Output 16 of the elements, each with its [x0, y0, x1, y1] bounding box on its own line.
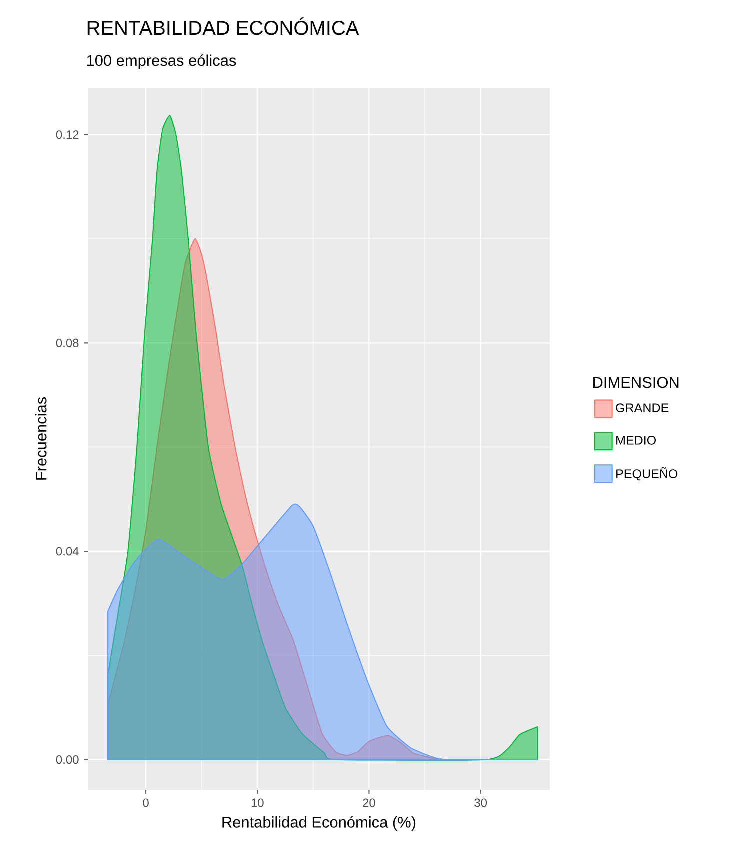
legend-label: MEDIO	[616, 436, 656, 445]
x-axis-title: Rentabilidad Económica (%)	[222, 816, 416, 831]
legend-label: GRANDE	[616, 404, 669, 413]
legend-label: PEQUEÑO	[616, 467, 678, 481]
y-tick-label: 0.00	[56, 756, 79, 764]
x-tick-label: 10	[252, 798, 264, 808]
x-tick-label: 20	[363, 798, 376, 808]
y-tick-label: 0.12	[56, 130, 79, 140]
y-tick-label: 0.04	[56, 547, 79, 556]
chart-title: RENTABILIDAD ECONÓMICA	[88, 18, 360, 36]
y-tick-label: 0.08	[56, 338, 79, 348]
x-tick-label: 30	[474, 798, 488, 808]
x-tick-label: 0	[143, 798, 149, 808]
legend-title: DIMENSION	[594, 377, 679, 388]
chart-subtitle: 100 empresas eólicas	[87, 54, 236, 70]
y-axis-title: Frecuencias	[35, 397, 47, 480]
